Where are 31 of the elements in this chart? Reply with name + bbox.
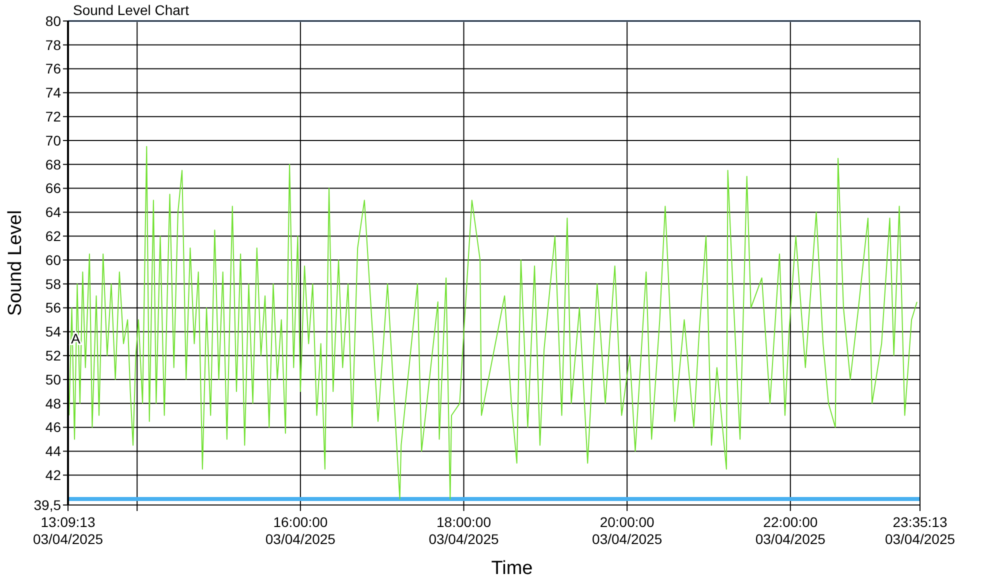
line-series xyxy=(68,146,918,500)
y-tick-label: 62 xyxy=(45,228,62,244)
y-tick-label: 74 xyxy=(45,84,62,101)
y-tick-label: 52 xyxy=(45,348,62,364)
x-tick-label: 23:35:13 03/04/2025 xyxy=(884,514,956,547)
x-tick-label: 20:00:00 03/04/2025 xyxy=(592,514,662,547)
y-tick-label: 76 xyxy=(45,60,62,77)
x-tick-label: 18:00:00 03/04/2025 xyxy=(428,514,500,547)
y-tick-label: 46 xyxy=(45,419,62,436)
y-tick-label: 56 xyxy=(45,300,62,316)
y-axis-title: Sound Level xyxy=(5,210,26,316)
y-tick-label: 70 xyxy=(45,132,62,148)
x-tick-label: 13:09:13 03/04/2025 xyxy=(32,514,104,547)
y-tick-label: 72 xyxy=(45,108,62,125)
y-tick-label: 42 xyxy=(45,467,62,484)
y-tick-label: 44 xyxy=(45,443,62,460)
y-tick-label: 64 xyxy=(45,204,62,220)
y-tick-label: 66 xyxy=(45,180,62,196)
x-tick-label: 22:00:00 03/04/2025 xyxy=(755,514,826,547)
y-tick-label: 78 xyxy=(45,36,62,53)
y-tick-label: 50 xyxy=(45,371,62,388)
x-tick-label: 16:00:00 03/04/2025 xyxy=(265,514,336,547)
y-tick-label: 80 xyxy=(45,12,62,29)
y-tick-label: 60 xyxy=(45,252,62,268)
y-tick-label: 68 xyxy=(45,156,62,172)
x-axis-title: Time xyxy=(491,558,533,579)
y-tick-label: 48 xyxy=(45,395,62,412)
y-tick-label: 58 xyxy=(45,276,62,292)
chart-title: Sound Level Chart xyxy=(73,2,190,18)
y-tick-label: 54 xyxy=(45,324,62,340)
y-tick-label: 39,5 xyxy=(34,496,62,513)
